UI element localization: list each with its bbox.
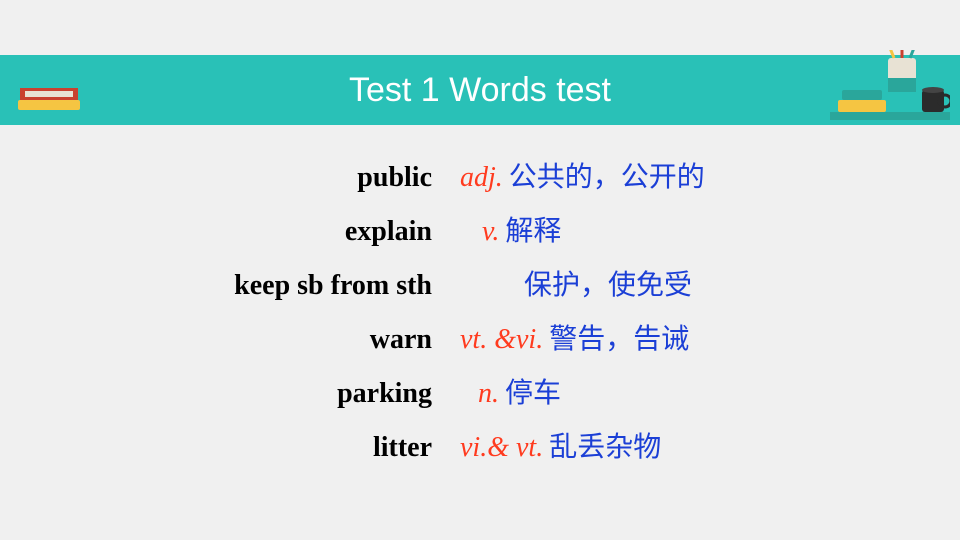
chinese-meaning: 解释: [505, 209, 561, 249]
chinese-meaning: 停车: [505, 371, 561, 411]
word-row: litter vi.& vt. 乱丢杂物: [60, 425, 900, 465]
word-row: warn vt. &vi. 警告，告诫: [60, 317, 900, 357]
chinese-meaning: 公共的，公开的: [509, 155, 705, 195]
chinese-meaning: 乱丢杂物: [549, 425, 661, 465]
word-row: public adj. 公共的，公开的: [60, 155, 900, 195]
english-word: warn: [60, 324, 460, 356]
part-of-speech: n.: [460, 378, 505, 410]
chinese-meaning: 警告，告诫: [549, 317, 689, 357]
word-row: explain v. 解释: [60, 209, 900, 249]
english-word: keep sb from sth: [60, 270, 460, 302]
word-row: keep sb from sth 保护，使免受: [60, 263, 900, 303]
word-row: parking n. 停车: [60, 371, 900, 411]
english-word: public: [60, 162, 460, 194]
books-icon: [12, 68, 92, 133]
desk-icon: [830, 50, 950, 140]
english-word: explain: [60, 216, 460, 248]
banner-title: Test 1 Words test: [349, 71, 611, 110]
part-of-speech: adj.: [460, 162, 509, 194]
english-word: parking: [60, 378, 460, 410]
chinese-meaning: 保护，使免受: [524, 263, 692, 303]
part-of-speech: vt. &vi.: [460, 324, 549, 356]
english-word: litter: [60, 432, 460, 464]
word-list: public adj. 公共的，公开的 explain v. 解释 keep s…: [0, 155, 960, 479]
part-of-speech: vi.& vt.: [460, 432, 549, 464]
title-banner: Test 1 Words test: [0, 55, 960, 125]
part-of-speech: v.: [460, 216, 505, 248]
